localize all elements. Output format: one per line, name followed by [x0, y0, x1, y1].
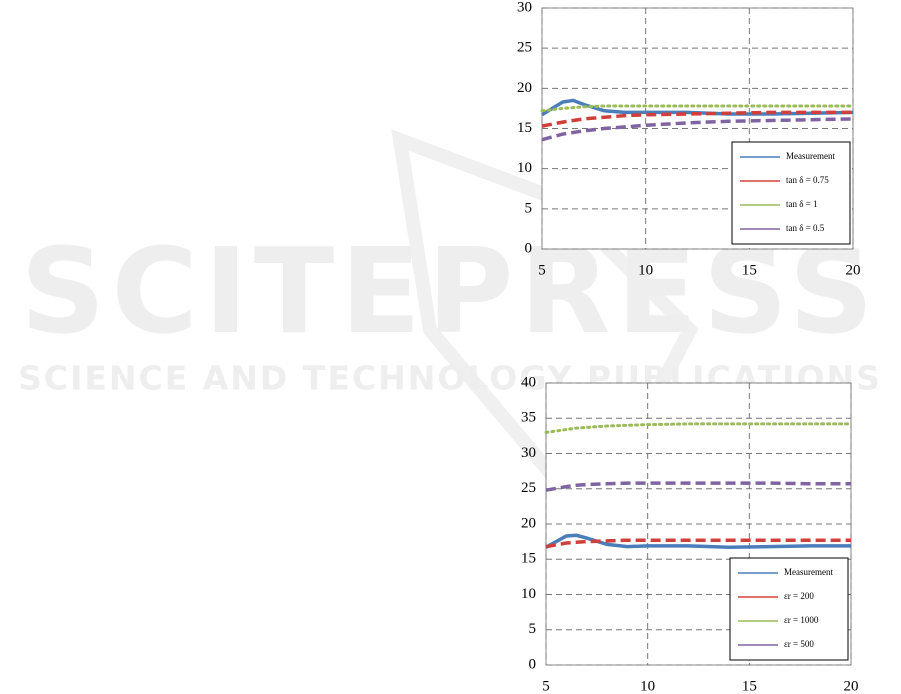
series-line: [541, 98, 854, 117]
series-line: [544, 422, 853, 434]
y-tick-label: 30: [521, 445, 536, 461]
legend-label: tan δ = 0.75: [786, 175, 829, 185]
x-tick-label: 15: [742, 262, 757, 278]
x-tick-label: 5: [538, 262, 546, 278]
legend-label: εr = 200: [784, 591, 814, 601]
x-tick-label: 10: [640, 678, 655, 694]
series-line: [545, 538, 851, 549]
y-tick-label: 10: [517, 160, 532, 176]
y-tick-label: 5: [525, 200, 533, 216]
series-line: [545, 533, 851, 550]
y-tick-label: 10: [521, 586, 536, 602]
legend-label: εr = 500: [784, 639, 814, 649]
y-tick-label: 20: [517, 80, 532, 96]
y-tick-label: 35: [521, 410, 536, 426]
y-tick-label: 25: [521, 480, 536, 496]
x-tick-label: 10: [638, 262, 653, 278]
legend-label: εr = 1000: [784, 615, 819, 625]
y-tick-label: 25: [517, 40, 532, 56]
y-tick-label: 0: [529, 656, 537, 672]
y-tick-label: 15: [517, 120, 532, 136]
y-tick-label: 30: [517, 0, 532, 15]
y-tick-label: 40: [521, 374, 536, 390]
legend-label: tan δ = 0.5: [786, 223, 825, 233]
series-line: [541, 117, 854, 142]
series-line: [545, 481, 851, 492]
series-line: [540, 104, 855, 113]
legend-label: Measurement: [784, 567, 833, 577]
series-line: [541, 110, 853, 128]
y-tick-label: 5: [529, 621, 537, 637]
y-tick-label: 0: [525, 240, 533, 256]
x-tick-label: 20: [846, 262, 861, 278]
y-tick-label: 15: [521, 551, 536, 567]
legend-label: Measurement: [786, 151, 835, 161]
legend-box: [731, 141, 851, 245]
legend-box: [729, 557, 849, 661]
y-tick-label: 20: [521, 515, 536, 531]
legend-label: tan δ = 1: [786, 199, 818, 209]
x-tick-label: 15: [742, 678, 757, 694]
x-tick-label: 5: [542, 678, 550, 694]
x-tick-label: 20: [844, 678, 859, 694]
